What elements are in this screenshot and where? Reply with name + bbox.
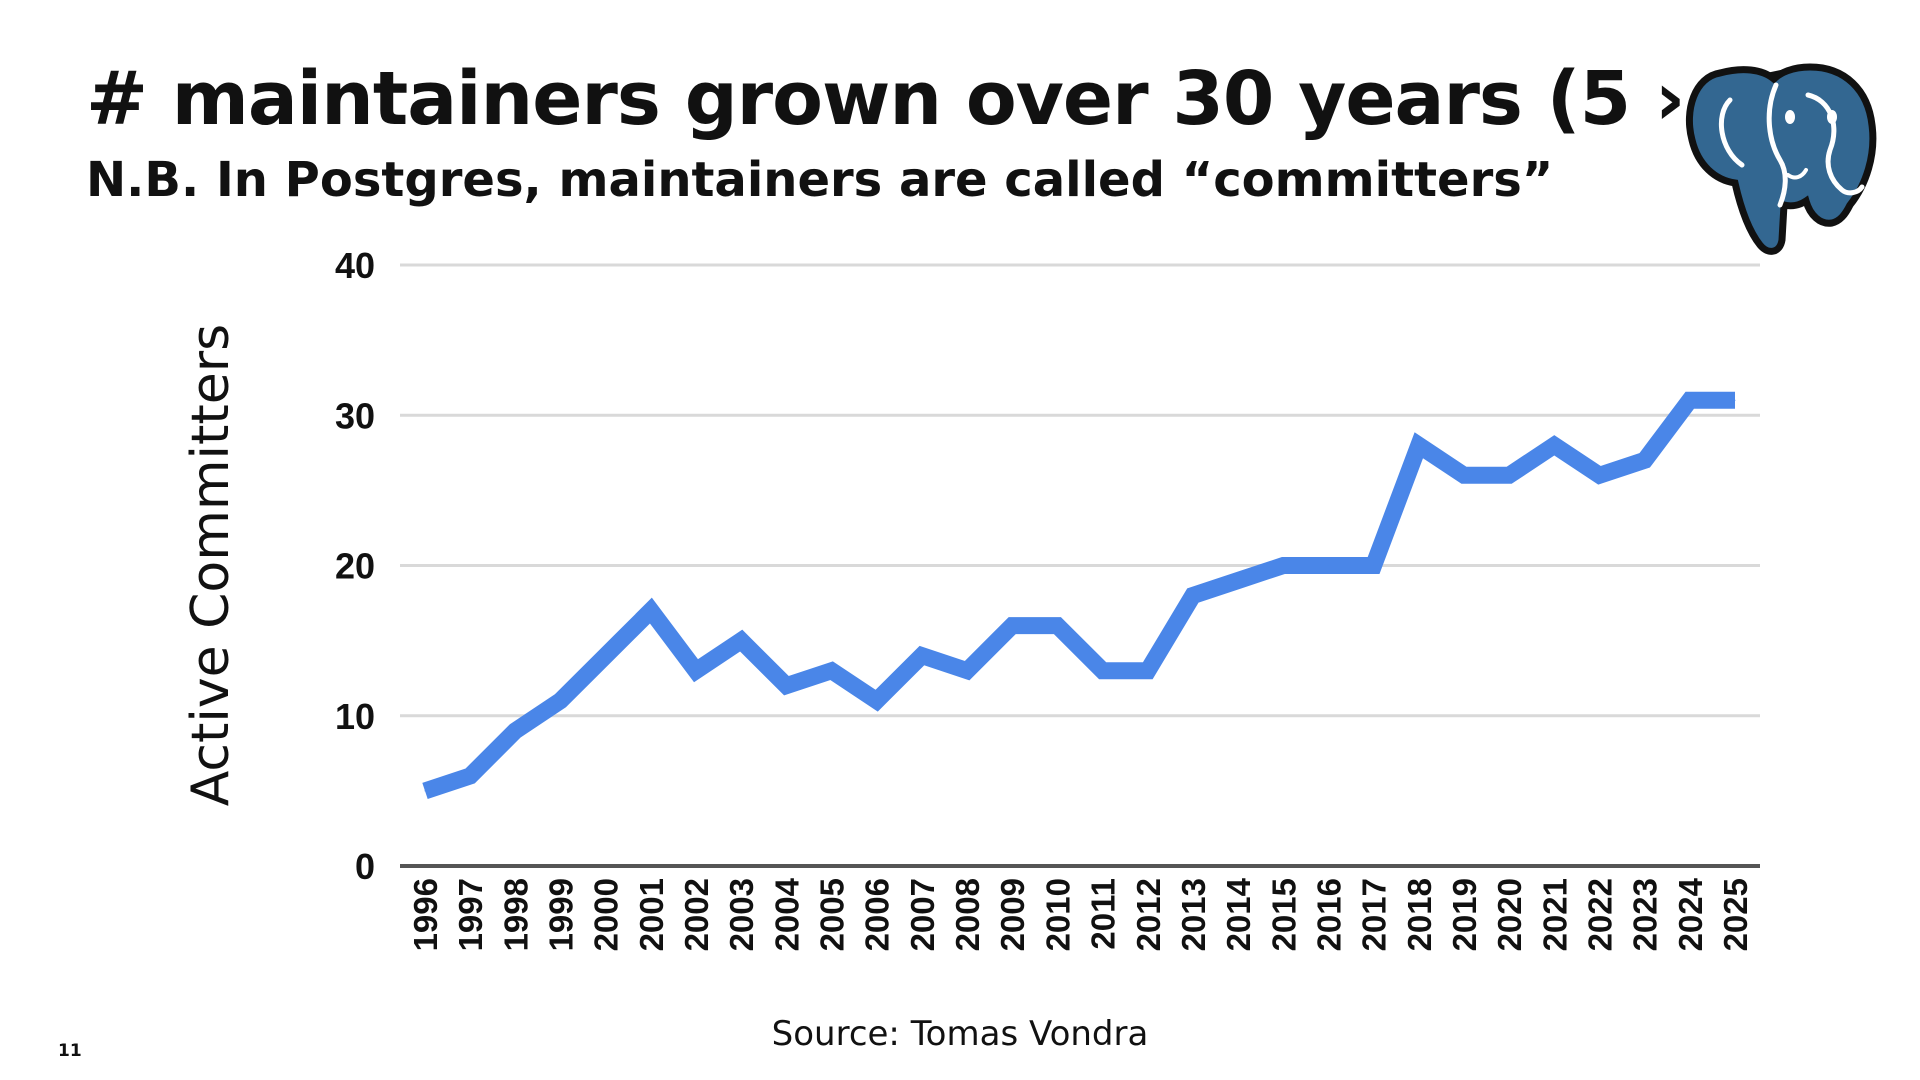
x-tick-label: 2018 xyxy=(1401,878,1438,951)
data-point-2005 xyxy=(831,670,833,672)
source-credit: Source: Tomas Vondra xyxy=(771,1014,1149,1054)
slide-subtitle: N.B. In Postgres, maintainers are called… xyxy=(86,152,1554,208)
x-tick-label: 2003 xyxy=(723,878,760,951)
x-tick-label: 2016 xyxy=(1310,878,1347,951)
elephant-eye-left xyxy=(1785,110,1795,124)
data-point-2011 xyxy=(1102,670,1104,672)
x-tick-label: 2005 xyxy=(814,878,851,951)
data-point-2023 xyxy=(1644,459,1646,461)
x-tick-label: 2002 xyxy=(678,878,715,951)
x-tick-label: 2013 xyxy=(1175,878,1212,951)
y-tick-label: 40 xyxy=(335,245,375,286)
data-point-1998 xyxy=(514,730,516,732)
y-tick-label: 30 xyxy=(335,395,375,436)
x-tick-label: 2008 xyxy=(949,878,986,951)
data-point-2003 xyxy=(740,640,742,642)
elephant-tusk xyxy=(1786,168,1808,180)
elephant-ear xyxy=(1718,97,1745,168)
x-tick-label: 2022 xyxy=(1581,878,1618,951)
data-point-2000 xyxy=(605,655,607,657)
elephant-head-outline xyxy=(1766,82,1788,208)
data-points xyxy=(424,399,1736,792)
data-point-2024 xyxy=(1689,399,1691,401)
data-point-2007 xyxy=(921,655,923,657)
x-tick-label: 2001 xyxy=(633,878,670,951)
y-tick-label: 10 xyxy=(335,696,375,737)
x-tick-label: 2000 xyxy=(588,878,625,951)
x-tick-label: 1996 xyxy=(407,878,444,951)
data-point-2009 xyxy=(1011,625,1013,627)
x-tick-label: 2004 xyxy=(768,877,805,951)
data-point-2015 xyxy=(1282,565,1284,566)
data-point-2022 xyxy=(1598,474,1600,476)
data-point-2018 xyxy=(1418,444,1420,446)
page-number: 11 xyxy=(58,1041,82,1061)
slide-title: # maintainers grown over 30 years (5 › 3… xyxy=(86,56,1844,142)
x-tick-label: 2015 xyxy=(1265,878,1302,951)
x-tick-label: 1997 xyxy=(452,878,489,951)
x-tick-label: 1999 xyxy=(543,878,580,951)
x-tick-label: 2011 xyxy=(1085,878,1122,950)
x-tick-label: 2024 xyxy=(1672,877,1709,951)
data-point-2012 xyxy=(1147,670,1149,672)
data-point-2020 xyxy=(1508,474,1510,476)
data-point-2001 xyxy=(650,610,652,612)
x-tick-label: 2019 xyxy=(1446,878,1483,951)
x-tick-label: 2014 xyxy=(1220,877,1257,951)
x-tick-label: 2017 xyxy=(1356,878,1393,951)
y-axis-label: Active Committers xyxy=(181,324,241,807)
x-axis-ticks: 1996 1997 1998 1999 2000 2001 2002 2003 2004 2005… xyxy=(407,877,1754,951)
data-point-2016 xyxy=(1327,565,1329,566)
elephant-eye-right xyxy=(1827,110,1837,124)
data-point-2014 xyxy=(1237,580,1239,582)
x-tick-label: 2006 xyxy=(859,878,896,951)
data-point-2013 xyxy=(1192,595,1194,597)
data-point-2002 xyxy=(695,670,697,672)
series-line-active-committers xyxy=(422,391,1735,799)
x-tick-label: 2007 xyxy=(904,878,941,951)
x-tick-label: 1998 xyxy=(497,878,534,951)
x-tick-label: 2025 xyxy=(1717,878,1754,951)
x-tick-label: 2012 xyxy=(1130,878,1167,951)
data-point-2008 xyxy=(966,670,968,672)
data-point-1997 xyxy=(469,775,471,777)
x-tick-label: 2021 xyxy=(1536,878,1573,951)
data-point-2025 xyxy=(1734,399,1736,401)
data-point-2021 xyxy=(1553,444,1555,446)
data-point-2006 xyxy=(876,700,878,702)
x-tick-label: 2023 xyxy=(1627,878,1664,951)
data-point-2017 xyxy=(1373,565,1375,566)
data-point-2004 xyxy=(785,685,787,687)
data-point-1999 xyxy=(560,700,562,702)
data-point-2010 xyxy=(1056,625,1058,627)
y-axis-ticks: 0 10 20 30 40 xyxy=(335,245,375,887)
x-tick-label: 2009 xyxy=(994,878,1031,951)
y-tick-label: 0 xyxy=(355,846,375,887)
x-tick-label: 2020 xyxy=(1491,878,1528,951)
data-point-2019 xyxy=(1463,474,1465,476)
y-tick-label: 20 xyxy=(335,546,375,587)
gridlines xyxy=(400,263,1760,718)
x-tick-label: 2010 xyxy=(1039,878,1076,951)
postgres-elephant-logo xyxy=(1685,63,1877,255)
data-point-1996 xyxy=(424,790,426,792)
